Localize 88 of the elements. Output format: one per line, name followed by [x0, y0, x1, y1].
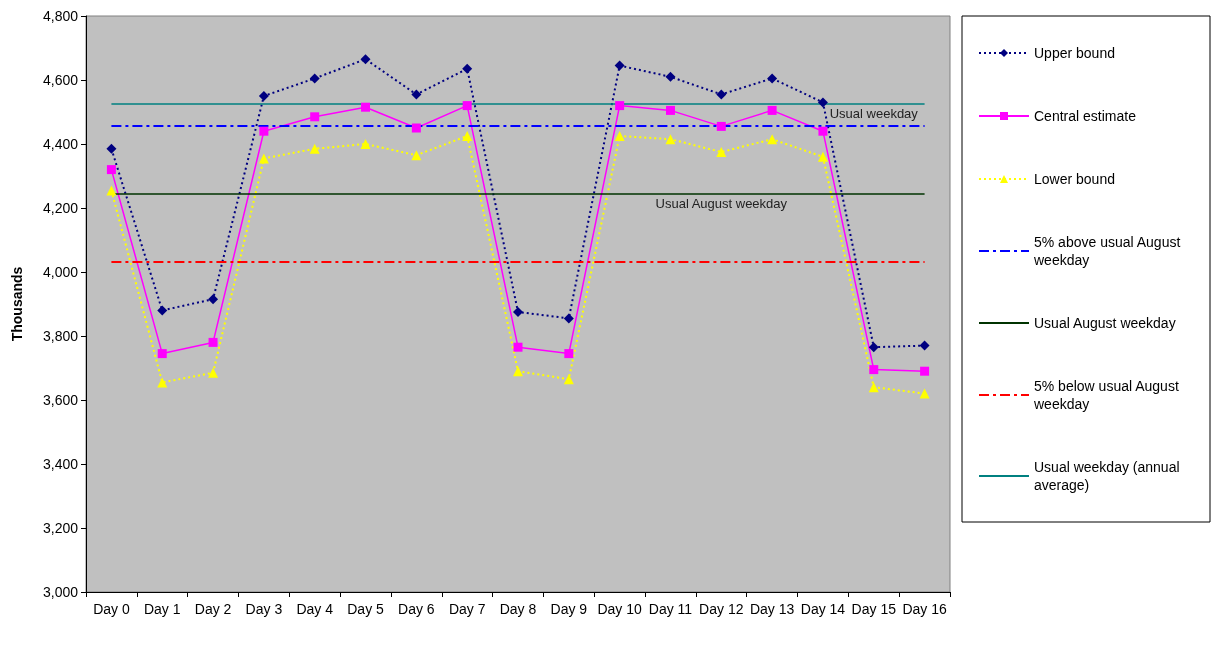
- legend-label: Usual August weekday: [1034, 315, 1176, 331]
- point: [309, 143, 320, 154]
- point: [563, 313, 574, 324]
- legend-label: Lower bound: [1034, 171, 1115, 187]
- x-tick-label: Day 0: [93, 601, 130, 617]
- point: [411, 89, 422, 100]
- x-tick-label: Day 3: [245, 601, 283, 617]
- y-tick-label: 3,200: [42, 520, 79, 536]
- y-tick-label: 4,200: [42, 200, 79, 216]
- y-tick-label: 3,400: [42, 456, 79, 472]
- point: [208, 367, 219, 378]
- point: [208, 337, 218, 347]
- point: [868, 382, 879, 393]
- x-tick-label: Day 15: [851, 601, 897, 617]
- point: [919, 388, 930, 399]
- point: [818, 126, 828, 136]
- legend-label: Central estimate: [1034, 108, 1137, 124]
- point: [106, 185, 117, 196]
- legend-label: 5% above usual August weekday: [1033, 234, 1185, 268]
- y-tick-label: 4,800: [42, 8, 79, 24]
- x-tick-label: Day 5: [347, 601, 385, 617]
- point: [817, 151, 828, 162]
- point: [920, 366, 930, 376]
- point: [360, 139, 371, 149]
- point: [817, 97, 828, 108]
- y-tick-label: 3,000: [42, 584, 79, 600]
- point: [513, 307, 523, 317]
- point: [665, 134, 676, 145]
- x-tick-label: Day 7: [448, 601, 486, 617]
- point: [462, 63, 473, 74]
- point: [615, 101, 625, 111]
- point: [157, 349, 167, 359]
- point: [665, 71, 676, 82]
- point: [157, 305, 168, 316]
- point: [106, 143, 117, 154]
- x-tick-label: Day 14: [800, 601, 846, 617]
- legend-label: Upper bound: [1034, 45, 1115, 61]
- legend-label: Usual weekday (annual average): [1034, 459, 1184, 493]
- x-tick-label: Day 9: [550, 601, 588, 617]
- point: [767, 105, 777, 115]
- y-tick-label: 4,400: [42, 136, 79, 152]
- point: [716, 89, 727, 100]
- point: [614, 131, 625, 141]
- x-tick-label: Day 10: [597, 601, 643, 617]
- point: [157, 377, 168, 388]
- point: [411, 123, 421, 133]
- point: [919, 340, 930, 351]
- y-tick-label: 3,800: [42, 328, 79, 344]
- point: [361, 102, 371, 112]
- point: [513, 366, 523, 377]
- x-tick-label: Day 11: [648, 601, 693, 617]
- y-tick-label: 4,000: [42, 264, 79, 280]
- annotation: Usual weekday: [829, 106, 919, 121]
- point: [310, 112, 320, 122]
- x-tick-label: Day 13: [749, 601, 795, 617]
- point: [665, 105, 675, 115]
- point: [869, 365, 879, 375]
- point: [462, 131, 473, 141]
- y-axis-title: Thousands: [9, 266, 25, 342]
- point: [513, 342, 523, 352]
- y-tick-label: 4,600: [42, 72, 79, 88]
- point: [716, 121, 726, 131]
- point: [564, 349, 574, 359]
- y-tick-label: 3,600: [42, 392, 79, 408]
- x-tick-label: Day 8: [499, 601, 537, 617]
- point: [767, 73, 778, 84]
- x-tick-label: Day 16: [902, 601, 947, 617]
- point: [462, 101, 472, 111]
- point: [411, 150, 422, 161]
- x-tick-label: Day 12: [699, 601, 744, 617]
- point: [309, 73, 320, 84]
- point: [614, 60, 625, 71]
- annotation: Usual August weekday: [655, 195, 788, 211]
- x-tick-label: Day 2: [194, 601, 232, 617]
- point: [208, 294, 219, 305]
- point: [106, 165, 116, 175]
- point: [258, 153, 269, 164]
- point: [868, 342, 879, 353]
- point: [767, 134, 778, 145]
- point: [259, 126, 269, 136]
- x-tick-label: Day 6: [398, 601, 435, 617]
- x-tick-label: Day 4: [296, 601, 334, 617]
- point: [563, 374, 574, 385]
- point: [258, 91, 269, 101]
- point: [716, 147, 727, 157]
- legend-label: 5% below usual August weekday: [1033, 378, 1183, 412]
- x-tick-label: Day 1: [143, 601, 181, 617]
- point: [360, 54, 371, 65]
